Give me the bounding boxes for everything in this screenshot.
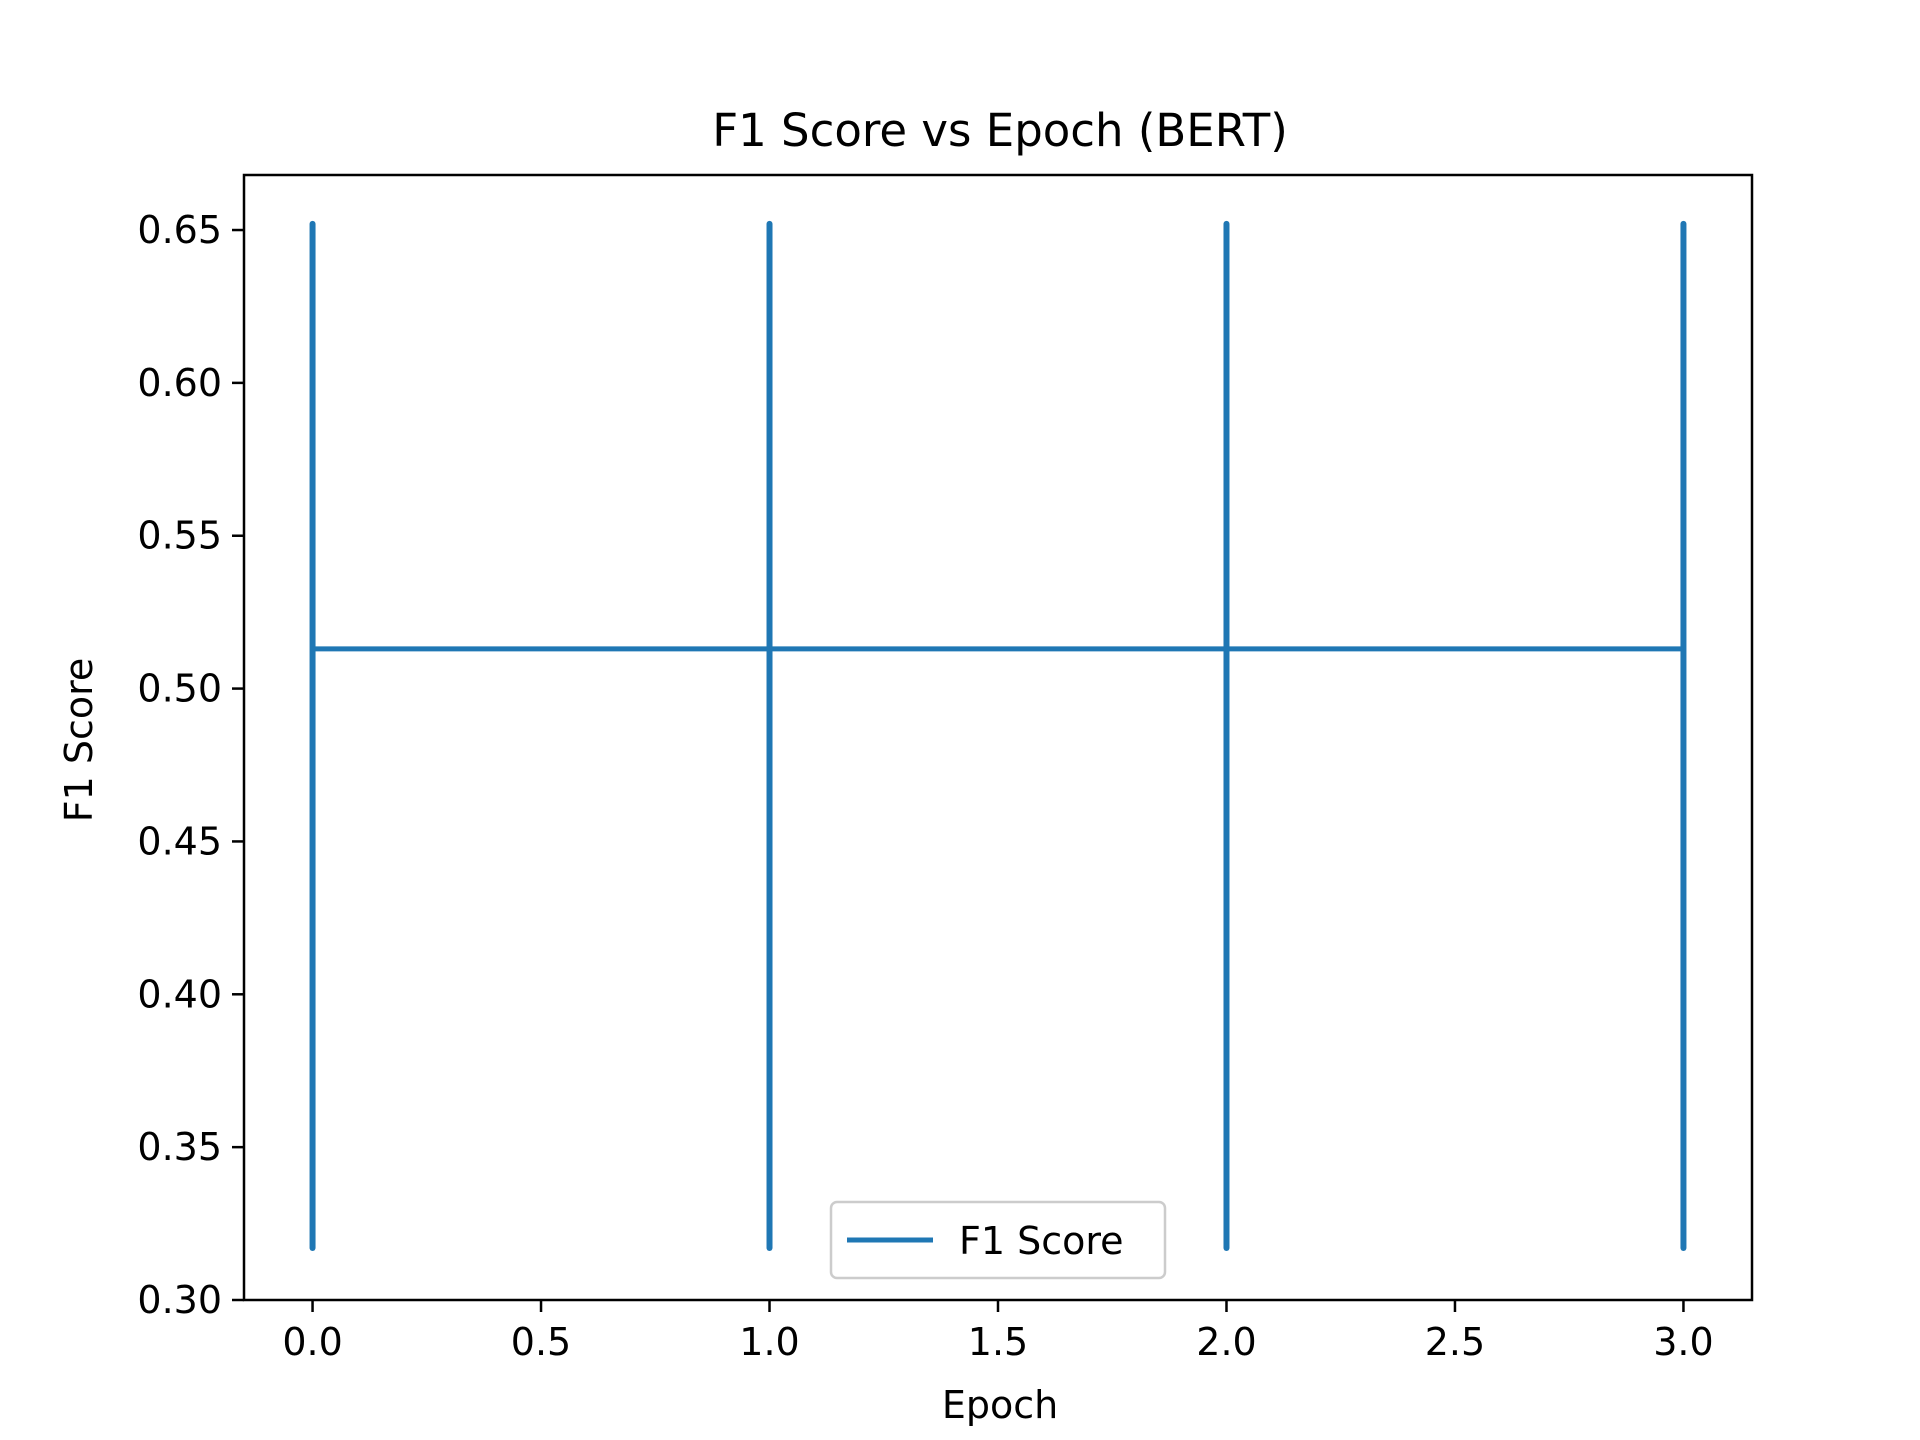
x-axis-label: Epoch xyxy=(942,1383,1058,1427)
x-tick-label: 0.0 xyxy=(282,1320,342,1364)
chart-title: F1 Score vs Epoch (BERT) xyxy=(712,104,1288,157)
y-tick-label: 0.65 xyxy=(137,208,222,252)
y-tick-label: 0.55 xyxy=(137,514,222,558)
y-tick-label: 0.30 xyxy=(137,1278,222,1322)
y-tick-label: 0.35 xyxy=(137,1125,222,1169)
y-tick-label: 0.50 xyxy=(137,667,222,711)
x-tick-label: 0.5 xyxy=(511,1320,571,1364)
y-tick-label: 0.40 xyxy=(137,972,222,1016)
y-tick-label: 0.60 xyxy=(137,361,222,405)
legend-label: F1 Score xyxy=(959,1219,1124,1263)
y-axis-label: F1 Score xyxy=(57,658,101,823)
x-tick-label: 3.0 xyxy=(1653,1320,1713,1364)
y-tick-label: 0.45 xyxy=(137,819,222,863)
x-tick-label: 1.5 xyxy=(968,1320,1028,1364)
x-tick-label: 2.0 xyxy=(1196,1320,1256,1364)
legend-box xyxy=(829,1200,1167,1280)
x-tick-label: 2.5 xyxy=(1425,1320,1485,1364)
x-tick-label: 1.0 xyxy=(739,1320,799,1364)
plot-area: 0.0 0.5 1.0 1.5 2.0 2.5 3.0 0.30 0.35 0.40 0.45 0.5… xyxy=(137,173,1754,1364)
